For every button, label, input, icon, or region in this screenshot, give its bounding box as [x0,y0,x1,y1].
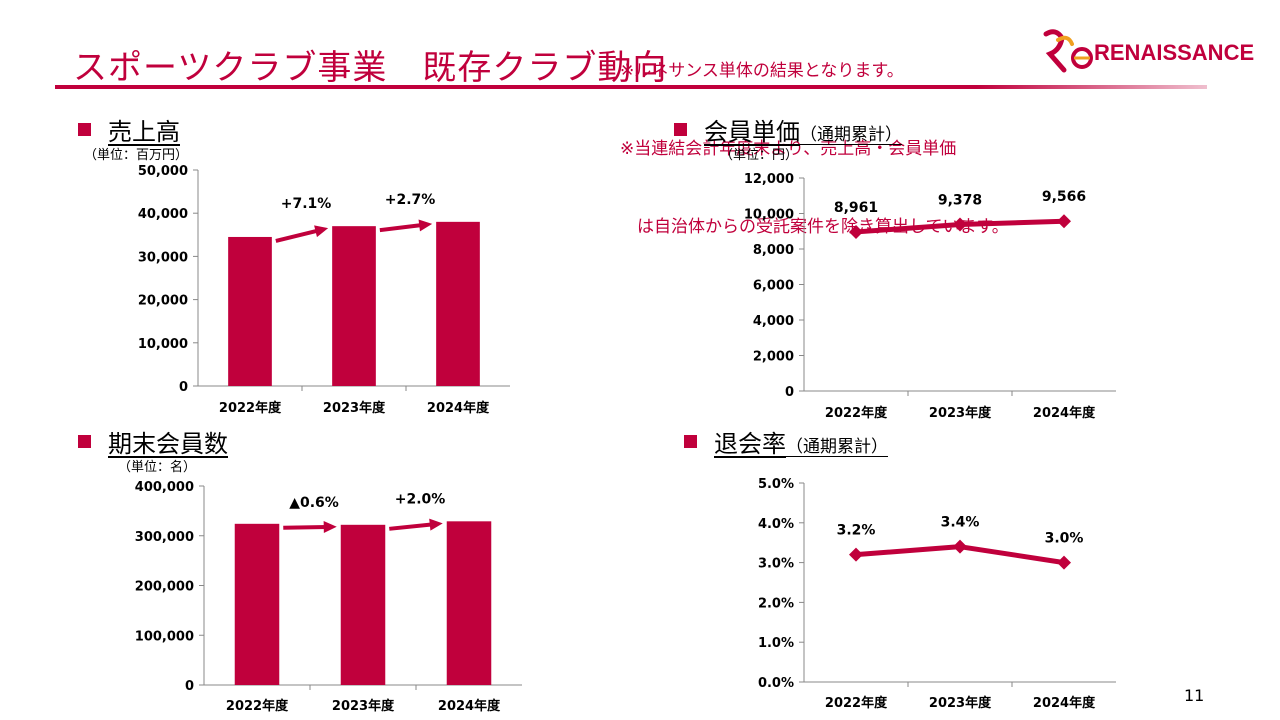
unit-price-title: 会員単価 [704,118,800,146]
growth-label: +2.7% [385,192,436,208]
growth-arrow-shaft [389,522,433,531]
bar [228,236,272,386]
x-tick-label: 2022年度 [226,698,289,714]
y-tick-label: 40,000 [138,207,188,222]
header-notes: ※ルネサンス単体の結果となります。 ※当連結会計年度末より、売上高・会員単価 は… [620,6,1009,266]
logo-wordmark: RENAISSANCE [1094,40,1255,65]
bar [436,221,480,386]
data-label: 9,378 [938,193,982,209]
members-heading: 期末会員数 [78,424,228,459]
bullet-square-icon [78,123,91,136]
bar [332,226,376,386]
y-tick-label: 0 [785,385,794,400]
data-point-diamond-icon [1057,214,1071,229]
unit-price-unit: （単位：円） [720,148,799,163]
x-tick-label: 2024年度 [1033,695,1096,711]
data-label: 8,961 [834,200,878,216]
growth-label: +2.0% [395,491,446,507]
y-tick-label: 8,000 [753,243,794,258]
page-number: 11 [1184,686,1205,705]
sales-unit: （単位：百万円） [84,148,189,163]
title-underline [55,85,1207,89]
y-tick-label: 400,000 [135,480,194,495]
bullet-square-icon [684,435,697,448]
y-tick-label: 5.0% [758,477,794,492]
y-tick-label: 4.0% [758,517,794,532]
data-label: 9,566 [1042,189,1086,205]
y-tick-label: 4,000 [753,314,794,329]
y-tick-label: 10,000 [744,208,794,223]
note-line-2: ※当連結会計年度末より、売上高・会員単価 [620,139,957,159]
members-unit: （単位：名） [118,460,197,475]
data-point-diamond-icon [849,224,863,239]
growth-arrow-head-icon [429,518,443,531]
x-tick-label: 2022年度 [825,695,888,711]
y-tick-label: 10,000 [138,337,188,352]
x-tick-label: 2024年度 [1033,405,1096,421]
bullet-square-icon [674,123,687,136]
bar [234,523,280,685]
y-tick-label: 50,000 [138,164,188,179]
churn-title: 退会率 [714,430,786,458]
data-label: 3.0% [1045,531,1084,547]
growth-label: +7.1% [281,196,332,212]
x-tick-label: 2023年度 [323,400,386,416]
y-tick-label: 0 [185,679,194,694]
y-tick-label: 300,000 [135,530,194,545]
growth-arrow-shaft [379,223,423,233]
sales-title: 売上高 [108,118,180,146]
unit-price-subtitle: （通期累計） [800,125,902,145]
y-tick-label: 0.0% [758,676,794,691]
growth-arrow-head-icon [418,219,433,232]
data-point-diamond-icon [953,539,967,554]
bar [340,524,386,685]
growth-arrow-head-icon [314,225,329,238]
y-tick-label: 2,000 [753,350,794,365]
renaissance-logo-icon [1043,29,1093,73]
note-line-3: は自治体からの受託案件を除き算出しています。 [620,217,1009,237]
bullet-square-icon [78,435,91,448]
data-point-diamond-icon [953,217,967,232]
x-tick-label: 2023年度 [332,698,395,714]
y-tick-label: 12,000 [744,172,794,187]
x-tick-label: 2022年度 [219,400,282,416]
note-line-1: ※ルネサンス単体の結果となります。 [620,61,904,81]
x-tick-label: 2023年度 [929,405,992,421]
x-tick-label: 2024年度 [438,698,501,714]
x-tick-label: 2023年度 [929,695,992,711]
y-tick-label: 0 [179,380,188,395]
members-title: 期末会員数 [108,430,228,458]
bar [446,521,492,685]
sales-heading: 売上高 [78,112,180,147]
growth-arrow-head-icon [323,521,337,534]
y-tick-label: 3.0% [758,557,794,572]
y-tick-label: 30,000 [138,250,188,265]
y-tick-label: 100,000 [135,629,194,644]
data-label: 3.2% [837,523,876,539]
page-title: スポーツクラブ事業 既存クラブ動向 [73,48,668,88]
y-tick-label: 20,000 [138,294,188,309]
unit-price-heading: 会員単価 （通期累計） [674,112,902,147]
growth-label: ▲0.6% [289,495,339,511]
churn-heading: 退会率 （通期累計） [684,424,888,459]
growth-arrow-shaft [275,228,319,243]
churn-subtitle: （通期累計） [786,437,888,457]
y-tick-label: 200,000 [135,580,194,595]
data-point-diamond-icon [1057,555,1071,570]
y-tick-label: 1.0% [758,636,794,651]
growth-arrow-shaft [283,524,327,530]
x-tick-label: 2024年度 [427,400,490,416]
data-point-diamond-icon [849,547,863,562]
data-label: 3.4% [941,515,980,531]
x-tick-label: 2022年度 [825,405,888,421]
y-tick-label: 2.0% [758,596,794,611]
y-tick-label: 6,000 [753,279,794,294]
